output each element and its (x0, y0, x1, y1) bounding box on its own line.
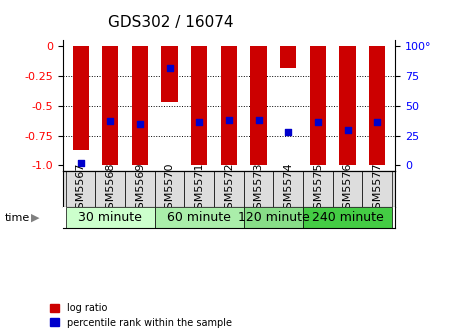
Point (136, 121, 144, 126)
Point (107, 119, 114, 124)
Bar (273, 171, 303, 207)
Bar (303, 207, 392, 228)
Text: GDS302 / 16074: GDS302 / 16074 (108, 15, 233, 30)
Text: 120 minute: 120 minute (238, 211, 309, 224)
Bar (369, 46, 386, 165)
Text: 240 minute: 240 minute (312, 211, 383, 224)
Text: ▶: ▶ (31, 213, 40, 223)
Bar (132, 46, 148, 165)
Point (285, 129, 292, 135)
Bar (362, 171, 392, 207)
Text: GSM5569: GSM5569 (135, 162, 145, 216)
Point (255, 117, 262, 123)
Text: GSM5572: GSM5572 (224, 162, 234, 216)
Point (77, 160, 84, 166)
Text: GSM5573: GSM5573 (254, 162, 264, 216)
Bar (244, 171, 273, 207)
Bar (155, 171, 185, 207)
Bar (251, 46, 267, 165)
Bar (244, 207, 303, 228)
Bar (185, 171, 214, 207)
Bar (221, 46, 237, 165)
Bar (155, 207, 244, 228)
Bar (96, 171, 125, 207)
Bar (66, 171, 96, 207)
Legend: log ratio, percentile rank within the sample: log ratio, percentile rank within the sa… (50, 303, 232, 328)
Bar (162, 46, 178, 102)
Bar (72, 46, 89, 150)
Bar (310, 46, 326, 165)
Text: GSM5571: GSM5571 (194, 162, 204, 216)
Text: GSM5574: GSM5574 (283, 162, 293, 216)
Point (225, 117, 233, 123)
Text: GSM5567: GSM5567 (76, 162, 86, 216)
Point (314, 120, 321, 125)
Text: 60 minute: 60 minute (167, 211, 231, 224)
Bar (66, 207, 155, 228)
Text: 30 minute: 30 minute (79, 211, 142, 224)
Bar (333, 171, 362, 207)
Text: GSM5570: GSM5570 (165, 162, 175, 216)
Point (374, 120, 381, 125)
Bar (125, 171, 155, 207)
Bar (102, 46, 119, 165)
Text: GSM5576: GSM5576 (343, 162, 352, 216)
Bar (214, 171, 244, 207)
Text: GSM5575: GSM5575 (313, 162, 323, 216)
Bar (303, 171, 333, 207)
Text: GSM5577: GSM5577 (372, 162, 382, 216)
Point (166, 65, 173, 71)
Bar (280, 46, 296, 68)
Bar (339, 46, 356, 165)
Point (344, 127, 351, 132)
Text: GSM5568: GSM5568 (106, 162, 115, 216)
Text: time: time (4, 213, 30, 223)
Point (196, 120, 203, 125)
Bar (191, 46, 207, 165)
